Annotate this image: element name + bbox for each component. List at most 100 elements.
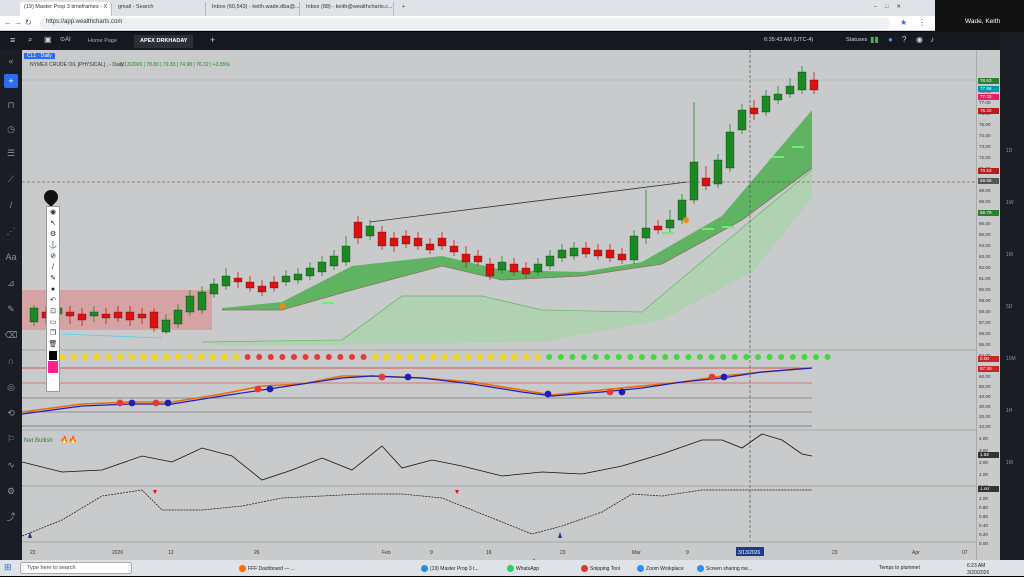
momentum-dot xyxy=(569,354,576,360)
chart-area[interactable]: 22 2026 12 26 Feb 9 16 23 Mar 9 3/13/2026 23 Apr 07 C… xyxy=(22,50,1000,560)
buy-arrow xyxy=(558,532,562,538)
status-label[interactable]: Statuses xyxy=(846,37,868,43)
search-icon[interactable]: ⌕ xyxy=(28,35,33,44)
eraser-icon[interactable]: ⌫ xyxy=(4,330,18,340)
line-tool-icon[interactable]: / xyxy=(52,264,54,271)
rsi-cross-dot xyxy=(266,385,274,393)
highlight-swatch-icon[interactable] xyxy=(48,361,58,373)
pencil-icon[interactable]: ✎ xyxy=(50,275,56,282)
taskbar-item[interactable]: WhatsApp xyxy=(504,562,542,574)
camera-icon[interactable]: ◉ xyxy=(916,35,923,44)
timeframe-tab[interactable]: 1M xyxy=(1006,252,1013,258)
reload-icon[interactable]: ↻ xyxy=(25,18,32,27)
taskbar-item[interactable]: Zoom Workplace xyxy=(634,562,687,574)
browser-tab[interactable]: Inbox (88) - keith@wealthcharts.c... xyxy=(302,2,394,16)
magnet-icon[interactable]: ∩ xyxy=(7,356,15,366)
lock-icon[interactable]: ⟲ xyxy=(7,408,15,418)
pattern-icon[interactable]: ⋰ xyxy=(6,226,16,236)
watchlist-icon[interactable]: ☰ xyxy=(6,148,16,158)
taskbar-search[interactable]: Type here to search xyxy=(20,562,132,574)
trendline-icon[interactable]: ⟋ xyxy=(7,174,15,184)
menu-icon[interactable]: ≡ xyxy=(10,35,16,45)
browser-tab[interactable]: (19) Master Prop 3 timeframes - X xyxy=(20,2,112,16)
browser-tab[interactable]: Inbox (60,543) - keith.wade.dba@... xyxy=(208,2,300,16)
taskbar-item[interactable]: (19) Master Prop 3 t... xyxy=(418,562,482,574)
candle-body xyxy=(293,273,303,281)
back-icon[interactable]: ← xyxy=(4,18,12,27)
timeframe-tab[interactable]: 1H xyxy=(1006,408,1013,414)
account-icon[interactable]: ● xyxy=(888,35,893,44)
star-icon[interactable]: ★ xyxy=(900,18,908,27)
layout-icon[interactable]: ▣ xyxy=(44,35,52,44)
settings-icon[interactable]: ⚙ xyxy=(6,486,16,496)
bell-icon[interactable]: ♪ xyxy=(930,35,934,44)
price-axis-label: 66.00 xyxy=(979,221,991,226)
share-icon[interactable]: ⤴ xyxy=(6,512,16,522)
momentum-dot xyxy=(615,354,622,360)
indicator-scale-label: 1.00 xyxy=(979,472,988,477)
add-tab-icon[interactable]: + xyxy=(210,35,216,45)
candle-body xyxy=(221,275,231,287)
forward-icon[interactable]: → xyxy=(14,18,22,27)
ruler-icon[interactable]: ▭ xyxy=(49,319,57,326)
price-chart-svg[interactable]: 22 2026 12 26 Feb 9 16 23 Mar 9 3/13/2026 23 Apr 07 xyxy=(22,50,1000,560)
momentum-dot xyxy=(151,354,158,360)
anchor-icon[interactable]: ⚓ xyxy=(48,242,58,249)
dot-icon[interactable]: ● xyxy=(50,286,56,293)
candle-body xyxy=(209,283,219,295)
undo-icon[interactable]: ↶ xyxy=(50,297,56,304)
lock-icon[interactable]: ⊡ xyxy=(50,308,56,315)
candle-body xyxy=(473,255,483,263)
eye-icon[interactable]: ◎ xyxy=(7,382,15,392)
line-icon[interactable]: / xyxy=(9,200,13,210)
timeframe-tab[interactable]: 5D xyxy=(1006,304,1013,310)
collapse-icon[interactable]: « xyxy=(8,56,14,66)
add-icon[interactable]: + xyxy=(4,74,18,88)
new-tab-button[interactable]: + xyxy=(402,4,406,10)
candle-body xyxy=(785,85,795,95)
ruler-icon[interactable]: ⊿ xyxy=(7,278,15,288)
taskbar-item[interactable]: Snipping Tool xyxy=(578,562,623,574)
taskbar-clock[interactable]: 6:23 AM 3/20/2026 xyxy=(967,563,990,576)
timeframe-tab[interactable]: 1D xyxy=(1006,148,1013,154)
chart-type-icon[interactable]: ⊓ xyxy=(7,100,15,110)
eye-icon[interactable]: ◉ xyxy=(49,209,57,216)
candle-body xyxy=(413,237,423,247)
symbol-tag[interactable]: CL1 · Daily xyxy=(24,53,55,59)
help-icon[interactable]: ? xyxy=(902,35,907,44)
timeframe-tab[interactable]: 1W xyxy=(1006,200,1014,206)
app-tab-home[interactable]: Home Page xyxy=(88,38,118,44)
trash-icon[interactable]: 🗑 xyxy=(48,341,58,348)
cursor-icon[interactable]: ↖ xyxy=(50,220,56,227)
timeframe-tab[interactable]: 1M xyxy=(1006,460,1013,466)
candle-body xyxy=(725,131,735,169)
timeframe-tab[interactable]: 10M xyxy=(1006,356,1016,362)
color-swatch-icon[interactable] xyxy=(49,351,57,360)
clock-icon[interactable]: ◷ xyxy=(7,124,15,134)
settings-icon[interactable]: ⚙ xyxy=(49,231,57,238)
indicator-icon[interactable]: ∿ xyxy=(7,460,15,470)
url-field[interactable]: https://app.wealthcharts.com xyxy=(40,18,890,29)
price-axis-label: 69.00 xyxy=(979,188,991,193)
tag-icon[interactable]: ⊘ xyxy=(50,253,56,260)
copy-icon[interactable]: ❐ xyxy=(49,330,57,337)
weather-label[interactable]: Temps to plummet xyxy=(879,565,920,571)
app-tab-apex[interactable]: APEX DRKHADAY xyxy=(134,35,194,48)
price-badge: 77.32 xyxy=(978,94,999,100)
brush-icon[interactable]: ✎ xyxy=(7,304,15,314)
price-axis[interactable]: 79.0078.0077.0076.0075.0074.0073.0072.00… xyxy=(976,50,1000,560)
indicator-scale-label: 50.00 xyxy=(979,384,991,389)
more-icon[interactable]: ⋮ xyxy=(918,18,926,27)
windows-start-icon[interactable]: ⊞ xyxy=(4,562,12,572)
window-controls[interactable]: –□✕ xyxy=(874,4,909,10)
browser-tab[interactable]: gmail - Search xyxy=(114,2,206,16)
ai-icon[interactable]: ⊙AI xyxy=(60,37,71,43)
taskbar-item[interactable]: FFF Dashboard — ... xyxy=(236,562,298,574)
candle-body xyxy=(173,309,183,325)
rsi-cross-dot xyxy=(164,399,172,407)
text-icon[interactable]: Aa xyxy=(5,252,17,262)
taskbar-item[interactable]: Screen sharing me... xyxy=(694,562,755,574)
stochastic-line xyxy=(22,489,812,537)
alert-icon[interactable]: ⚐ xyxy=(6,434,16,444)
indicator-value-badge: 0.00 xyxy=(978,356,999,362)
